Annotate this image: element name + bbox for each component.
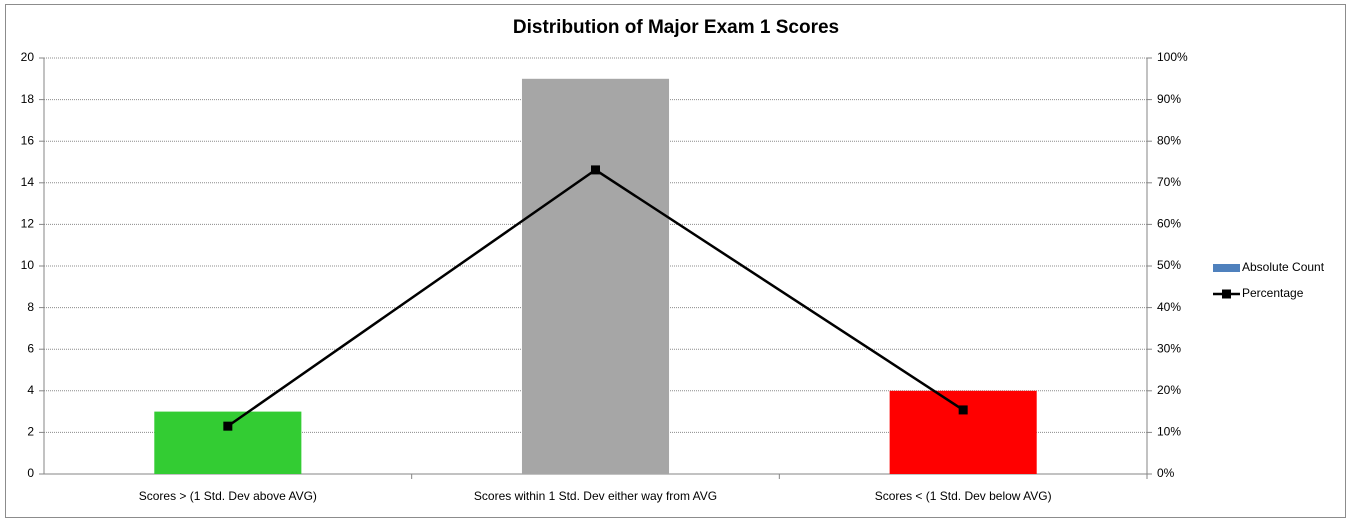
y-tick-label: 0 [27,466,34,480]
y2-tick-label: 40% [1157,300,1181,314]
legend-marker [1222,289,1231,299]
y-tick-label: 20 [21,50,35,64]
y2-tick-label: 30% [1157,341,1181,355]
line-marker [958,405,968,415]
legend-label: Absolute Count [1242,260,1325,274]
legend-label: Percentage [1242,286,1304,300]
y-tick-label: 10 [21,258,35,272]
chart-title: Distribution of Major Exam 1 Scores [513,17,839,38]
x-tick-label: Scores > (1 Std. Dev above AVG) [139,489,317,503]
x-tick-label: Scores < (1 Std. Dev below AVG) [875,489,1052,503]
y-tick-label: 12 [21,217,35,231]
y2-tick-label: 50% [1157,258,1181,272]
y2-tick-label: 60% [1157,217,1181,231]
y2-tick-label: 70% [1157,175,1181,189]
line-marker [223,421,233,431]
x-tick-label: Scores within 1 Std. Dev either way from… [474,489,717,503]
legend-swatch [1213,264,1240,272]
bar [889,390,1037,474]
y-tick-label: 6 [27,341,34,355]
bar [521,78,670,475]
y-tick-label: 8 [27,300,34,314]
y2-tick-label: 20% [1157,383,1181,397]
bar [154,411,302,474]
y-tick-label: 18 [21,92,35,106]
y-tick-label: 14 [21,175,35,189]
y2-tick-label: 80% [1157,133,1181,147]
y2-tick-label: 0% [1157,466,1175,480]
y2-tick-label: 90% [1157,92,1181,106]
y-tick-label: 2 [27,425,34,439]
line-marker [591,165,600,175]
y2-tick-label: 10% [1157,425,1181,439]
y-tick-label: 4 [27,383,34,397]
y2-tick-label: 100% [1157,50,1188,64]
y-tick-label: 16 [21,133,35,147]
